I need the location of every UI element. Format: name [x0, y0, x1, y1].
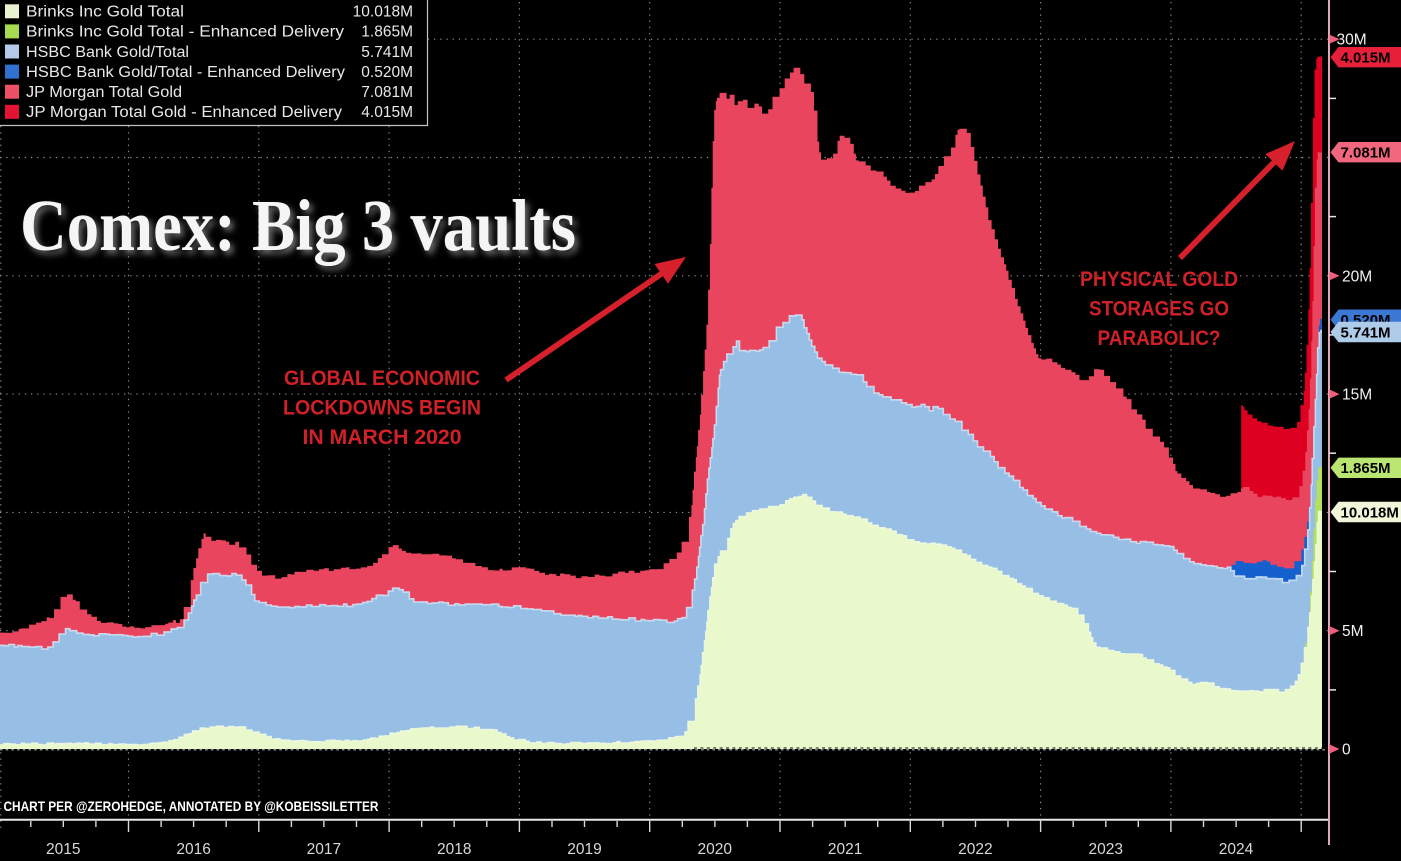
svg-text:2019: 2019	[567, 841, 601, 856]
svg-text:0: 0	[1342, 742, 1351, 759]
svg-text:10.018M: 10.018M	[1341, 504, 1399, 521]
svg-text:Brinks Inc Gold Total: Brinks Inc Gold Total	[26, 4, 184, 21]
svg-text:5.741M: 5.741M	[361, 44, 413, 61]
svg-text:20M: 20M	[1342, 268, 1372, 285]
svg-text:7.081M: 7.081M	[361, 84, 413, 101]
svg-text:30M: 30M	[1337, 32, 1367, 49]
svg-text:10.018M: 10.018M	[353, 4, 413, 21]
svg-text:GLOBAL ECONOMIC: GLOBAL ECONOMIC	[284, 367, 480, 390]
svg-text:Comex: Big 3 vaults: Comex: Big 3 vaults	[20, 185, 576, 266]
svg-text:2020: 2020	[698, 841, 733, 856]
svg-text:2017: 2017	[307, 841, 341, 856]
svg-text:2024: 2024	[1219, 841, 1254, 856]
svg-text:5.741M: 5.741M	[1341, 324, 1391, 341]
svg-text:LOCKDOWNS BEGIN: LOCKDOWNS BEGIN	[283, 396, 481, 419]
svg-text:JP Morgan Total Gold: JP Morgan Total Gold	[26, 84, 182, 101]
svg-text:2023: 2023	[1088, 841, 1122, 856]
svg-text:CHART PER @ZEROHEDGE, ANNOTATE: CHART PER @ZEROHEDGE, ANNOTATED BY @KOBE…	[4, 799, 379, 814]
svg-text:5M: 5M	[1342, 623, 1364, 640]
svg-text:7.081M: 7.081M	[1341, 145, 1391, 162]
svg-text:1.865M: 1.865M	[1341, 460, 1391, 477]
svg-text:IN MARCH 2020: IN MARCH 2020	[303, 426, 462, 449]
svg-text:JP Morgan Total Gold - Enhance: JP Morgan Total Gold - Enhanced Delivery	[26, 104, 342, 121]
svg-text:4.015M: 4.015M	[361, 104, 413, 121]
svg-text:HSBC Bank Gold/Total: HSBC Bank Gold/Total	[26, 44, 189, 61]
svg-text:2022: 2022	[958, 841, 992, 856]
svg-text:2015: 2015	[46, 841, 80, 856]
svg-text:2016: 2016	[176, 841, 210, 856]
svg-text:15M: 15M	[1342, 387, 1372, 404]
svg-text:STORAGES GO: STORAGES GO	[1089, 297, 1229, 320]
svg-text:2021: 2021	[828, 841, 862, 856]
svg-text:HSBC Bank Gold/Total - Enhance: HSBC Bank Gold/Total - Enhanced Delivery	[26, 64, 345, 81]
svg-text:PHYSICAL GOLD: PHYSICAL GOLD	[1080, 268, 1238, 291]
svg-text:1.865M: 1.865M	[361, 24, 413, 41]
svg-text:Brinks Inc Gold Total - Enhanc: Brinks Inc Gold Total - Enhanced Deliver…	[26, 24, 344, 41]
svg-text:0.520M: 0.520M	[361, 64, 413, 81]
svg-text:PARABOLIC?: PARABOLIC?	[1098, 327, 1221, 350]
svg-text:2018: 2018	[437, 841, 471, 856]
svg-text:4.015M: 4.015M	[1341, 50, 1391, 67]
